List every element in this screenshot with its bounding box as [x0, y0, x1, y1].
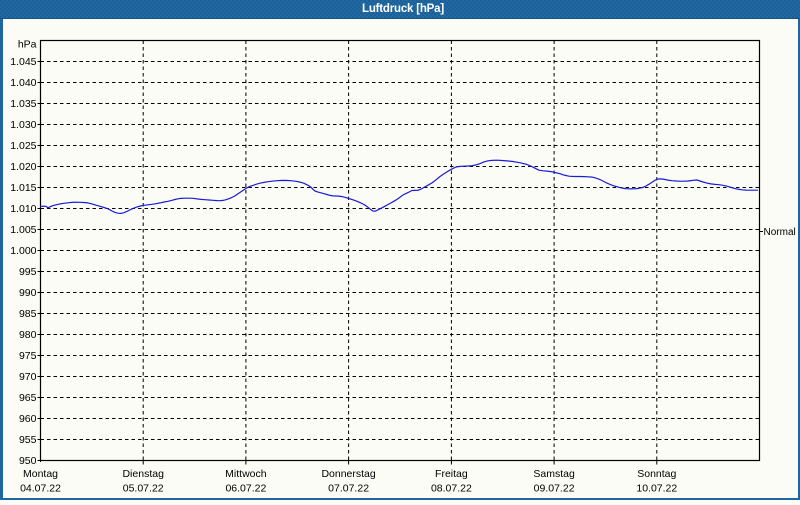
svg-text:Donnerstag: Donnerstag — [321, 468, 375, 480]
svg-text:995: 995 — [19, 266, 37, 278]
svg-text:985: 985 — [19, 308, 37, 320]
svg-text:1.020: 1.020 — [10, 161, 36, 173]
svg-text:950: 950 — [19, 455, 37, 467]
svg-text:Samstag: Samstag — [533, 468, 575, 480]
svg-text:08.07.22: 08.07.22 — [431, 483, 472, 495]
svg-text:Dienstag: Dienstag — [122, 468, 164, 480]
svg-text:1.040: 1.040 — [10, 77, 36, 89]
svg-text:980: 980 — [19, 329, 37, 341]
svg-text:1.010: 1.010 — [10, 203, 36, 215]
svg-text:1.030: 1.030 — [10, 119, 36, 131]
svg-text:1.035: 1.035 — [10, 98, 36, 110]
svg-text:04.07.22: 04.07.22 — [20, 483, 61, 495]
svg-text:Normal: Normal — [764, 227, 796, 238]
svg-text:09.07.22: 09.07.22 — [534, 483, 575, 495]
svg-text:1.015: 1.015 — [10, 182, 36, 194]
svg-text:970: 970 — [19, 371, 37, 383]
svg-text:05.07.22: 05.07.22 — [123, 483, 164, 495]
svg-text:965: 965 — [19, 392, 37, 404]
svg-text:955: 955 — [19, 434, 37, 446]
svg-text:1.005: 1.005 — [10, 224, 36, 236]
svg-text:Montag: Montag — [23, 468, 58, 480]
svg-text:990: 990 — [19, 287, 37, 299]
svg-text:1.025: 1.025 — [10, 140, 36, 152]
svg-text:960: 960 — [19, 413, 37, 425]
svg-text:Freitag: Freitag — [435, 468, 468, 480]
svg-text:07.07.22: 07.07.22 — [328, 483, 369, 495]
svg-text:10.07.22: 10.07.22 — [636, 483, 677, 495]
svg-text:Sonntag: Sonntag — [637, 468, 676, 480]
svg-text:1.045: 1.045 — [10, 56, 36, 68]
svg-text:06.07.22: 06.07.22 — [225, 483, 266, 495]
svg-text:975: 975 — [19, 350, 37, 362]
svg-text:1.000: 1.000 — [10, 245, 36, 257]
svg-text:hPa: hPa — [18, 39, 37, 51]
svg-text:Mittwoch: Mittwoch — [225, 468, 267, 480]
